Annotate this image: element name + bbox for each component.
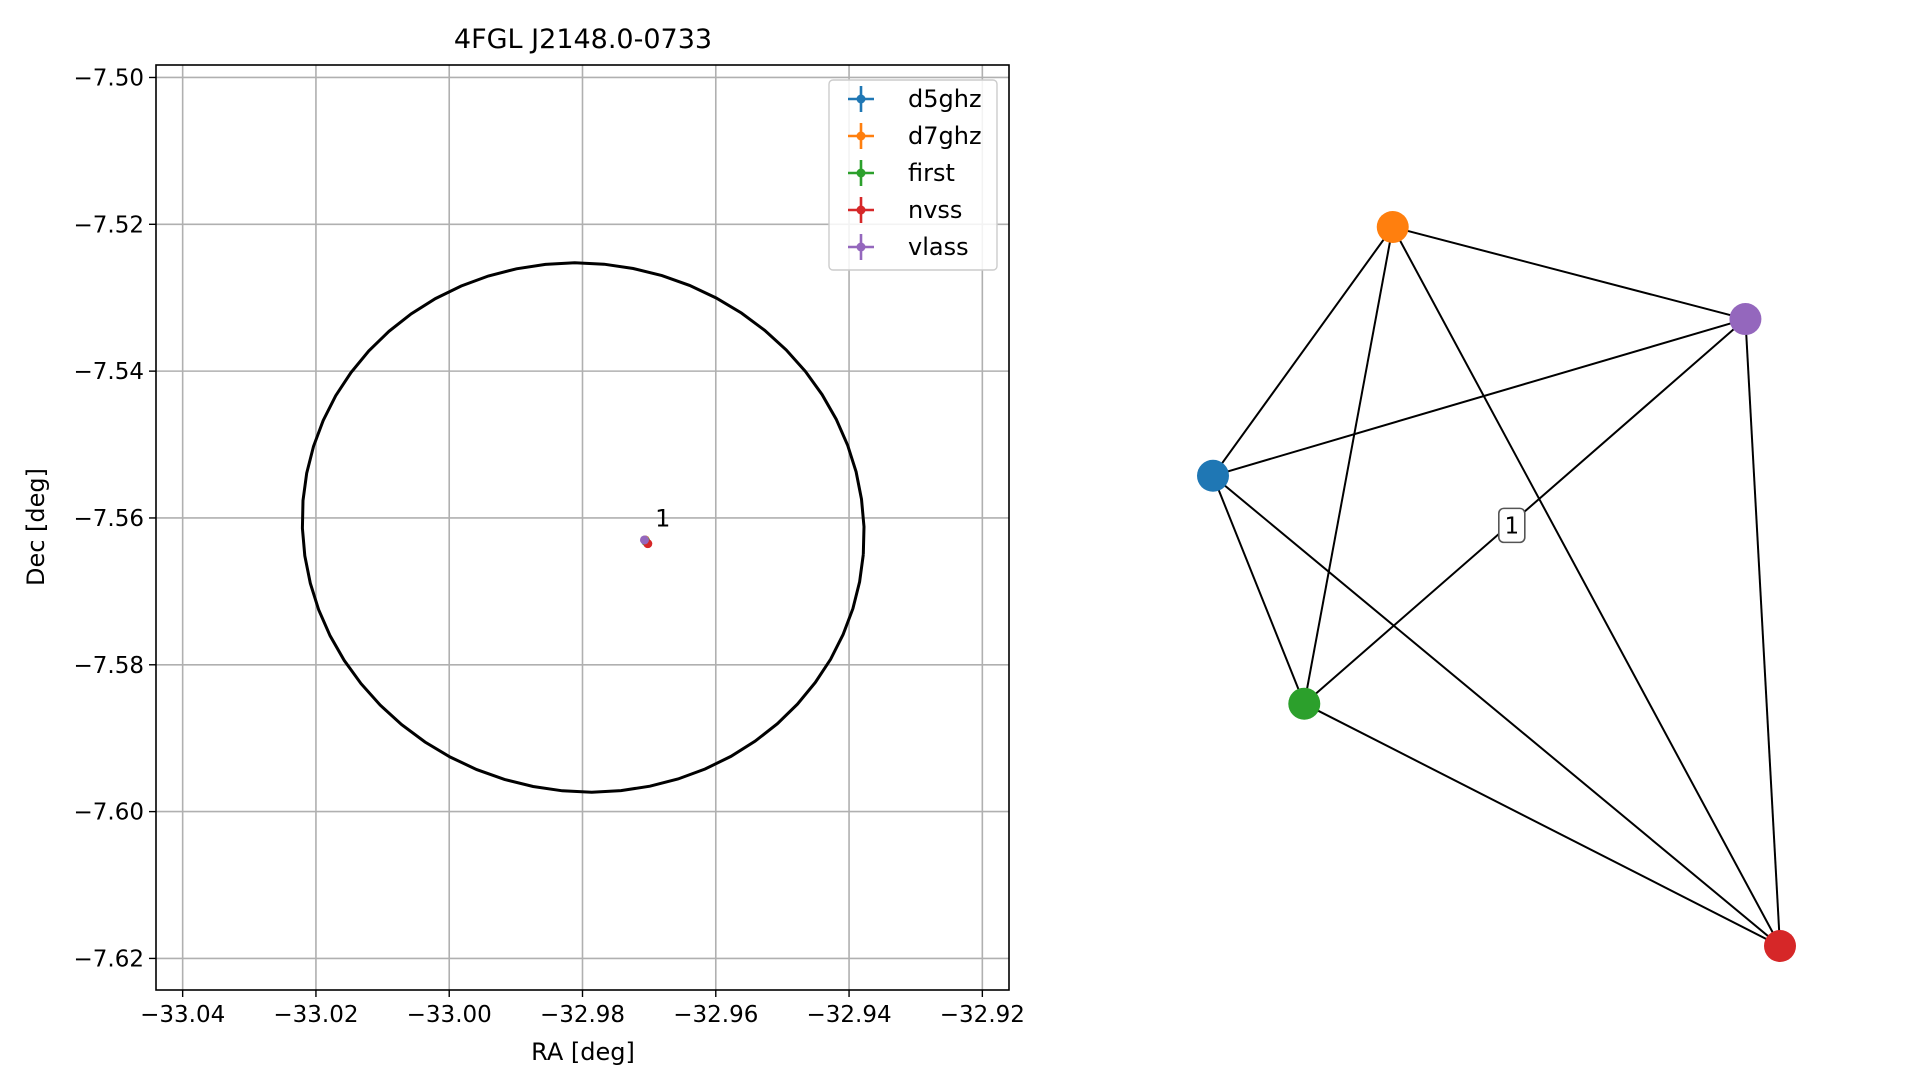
edge-d5ghz-vlass — [1212, 318, 1746, 477]
edge-d7ghz-vlass — [1392, 226, 1746, 320]
legend-marker — [856, 168, 866, 178]
edge-d5ghz-d7ghz — [1212, 226, 1394, 477]
y-tick-label: −7.56 — [74, 506, 144, 532]
legend-label: first — [908, 159, 955, 187]
y-tick-label: −7.54 — [74, 359, 144, 385]
x-tick-label: −32.92 — [940, 1002, 1025, 1028]
network-panel: 1 — [1197, 211, 1796, 962]
scatter-panel: 4FGL J2148.0-0733 −33.04 −33.02 −33.00 −32.… — [22, 24, 1025, 1066]
x-tick-label: −33.00 — [407, 1002, 492, 1028]
x-ticks: −33.04 −33.02 −33.00 −32.98 −32.96 −32.94 −32.… — [140, 990, 1025, 1028]
edges-layer — [1212, 226, 1781, 947]
points-layer — [639, 535, 653, 549]
legend-label: vlass — [908, 233, 969, 261]
legend-label: d7ghz — [908, 122, 982, 150]
y-tick-label: −7.62 — [74, 946, 144, 972]
edge-d5ghz-first — [1212, 475, 1306, 705]
legend-item-vlass: vlass — [848, 233, 969, 261]
node-d5ghz — [1197, 459, 1229, 492]
legend-marker — [856, 205, 866, 215]
edge-d5ghz-nvss — [1212, 475, 1781, 947]
y-tick-label: −7.52 — [74, 212, 144, 238]
x-tick-label: −32.96 — [673, 1002, 758, 1028]
node-first — [1288, 687, 1321, 720]
ellipse-layer — [300, 261, 866, 794]
edge-vlass-nvss — [1744, 318, 1781, 947]
legend-label: d5ghz — [908, 85, 982, 113]
nodes-layer — [1197, 211, 1796, 962]
localization-ellipse — [300, 261, 866, 794]
y-tick-label: −7.60 — [74, 800, 144, 826]
legend-marker — [856, 131, 866, 141]
legend-marker — [856, 94, 866, 104]
legend-marker — [856, 242, 866, 252]
point-annotation: 1 — [655, 505, 670, 533]
edge-d7ghz-nvss — [1391, 226, 1781, 947]
node-nvss — [1764, 930, 1796, 962]
legend-item-d5ghz: d5ghz — [848, 85, 982, 113]
node-vlass — [1729, 303, 1762, 336]
edge-d7ghz-first — [1303, 226, 1394, 704]
x-tick-label: −33.04 — [140, 1002, 225, 1028]
legend-item-d7ghz: d7ghz — [848, 122, 982, 150]
legend: d5ghz d7ghz first nvss vlass — [828, 79, 998, 271]
legend-item-nvss: nvss — [848, 196, 962, 224]
node-d7ghz — [1376, 211, 1409, 243]
edge-first-nvss — [1303, 702, 1781, 947]
x-tick-label: −32.98 — [540, 1002, 625, 1028]
x-tick-label: −33.02 — [273, 1002, 358, 1028]
legend-label: nvss — [908, 196, 962, 224]
annotation-layer: 1 — [655, 505, 670, 533]
legend-item-first: first — [848, 159, 955, 187]
network-label: 1 — [1504, 513, 1519, 539]
y-axis-label: Dec [deg] — [22, 468, 50, 586]
y-tick-label: −7.58 — [74, 653, 144, 679]
x-tick-label: −32.94 — [807, 1002, 892, 1028]
y-ticks: −7.62 −7.60 −7.58 −7.56 −7.54 −7.52 −7.50 — [74, 65, 156, 972]
network-label-box — [1498, 507, 1526, 544]
y-tick-label: −7.50 — [74, 65, 144, 91]
network-label-layer: 1 — [1498, 507, 1526, 544]
legend-box — [828, 79, 998, 271]
chart-title: 4FGL J2148.0-0733 — [454, 24, 712, 55]
x-axis-label: RA [deg] — [531, 1038, 635, 1066]
data-point-vlass — [639, 535, 649, 545]
